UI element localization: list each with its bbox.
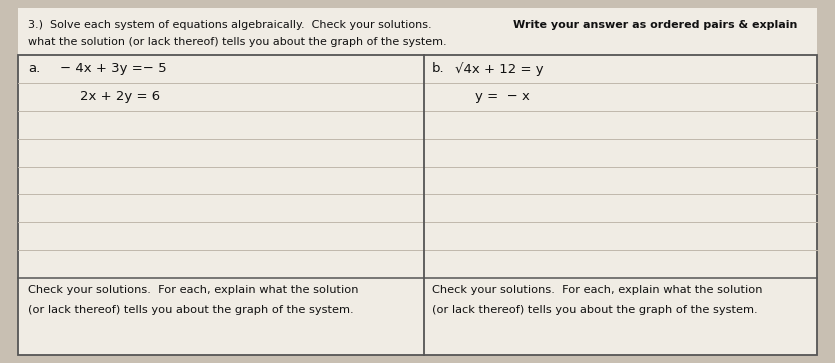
Bar [18,55,817,355]
Text: what the solution (or lack thereof) tells you about the graph of the system.: what the solution (or lack thereof) tell… [28,37,447,47]
Text: − 4x + 3y =− 5: − 4x + 3y =− 5 [60,62,167,75]
Text: 2x + 2y = 6: 2x + 2y = 6 [80,90,160,103]
Text: a.: a. [28,62,40,75]
Text: Write your answer as ordered pairs & explain: Write your answer as ordered pairs & exp… [513,20,797,30]
Text: 3.)  Solve each system of equations algebraically.  Check your solutions.: 3.) Solve each system of equations algeb… [28,20,435,30]
Text: (or lack thereof) tells you about the graph of the system.: (or lack thereof) tells you about the gr… [432,305,757,315]
Text: √4x + 12 = y: √4x + 12 = y [455,62,544,76]
Text: (or lack thereof) tells you about the graph of the system.: (or lack thereof) tells you about the gr… [28,305,354,315]
Text: Check your solutions.  For each, explain what the solution: Check your solutions. For each, explain … [28,285,358,295]
Text: b.: b. [432,62,444,75]
Text: Check your solutions.  For each, explain what the solution: Check your solutions. For each, explain … [432,285,762,295]
Text: y =  − x: y = − x [475,90,530,103]
